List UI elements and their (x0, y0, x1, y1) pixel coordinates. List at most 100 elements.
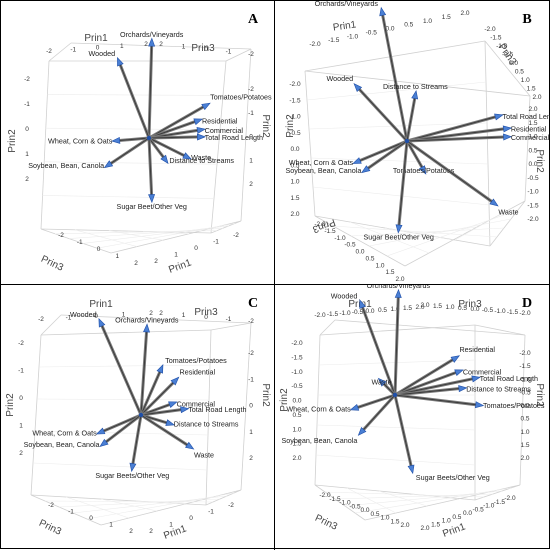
box-edge (30, 494, 102, 526)
floor-grid-line (96, 223, 236, 249)
box-edge (40, 228, 112, 254)
vector-core (100, 414, 142, 433)
vector-label: Soybean, Bean, Canola (24, 440, 100, 449)
box-edge (210, 60, 227, 234)
axis-title: Prin2 (534, 149, 545, 173)
vector-label: Distance to Streams (466, 384, 531, 393)
tick-label: 0 (204, 314, 208, 321)
tick-label: 1.0 (375, 262, 384, 269)
tick-label: 2.0 (415, 304, 424, 311)
box-edge (70, 42, 252, 50)
vector-arrowhead (359, 299, 366, 309)
tick-label: 1 (169, 522, 173, 529)
vector-arrowhead (352, 157, 362, 164)
vector-core (360, 303, 396, 396)
box-edge (40, 60, 50, 230)
loading-vector: Orchards/Vineyards (115, 316, 179, 417)
vector-core (356, 86, 408, 142)
loading-vector: Total Road Length (147, 133, 263, 142)
loading-vector: Tomatoes/Potatoes (393, 393, 545, 410)
tick-label: 0.5 (290, 162, 299, 169)
vector-label: Tomatoes/Potatoes (210, 92, 272, 101)
wall-grid-line (36, 398, 210, 401)
tick-label: -1 (248, 110, 254, 117)
floor-grid-line (332, 225, 498, 238)
tick-label: -1 (24, 101, 30, 108)
tick-label: -1.0 (527, 189, 539, 196)
tick-label: -2.0 (314, 312, 326, 319)
loading-vector: Soybean, Bean, Canola (24, 413, 143, 449)
tick-label: 1.0 (390, 306, 399, 313)
tick-label: -1.0 (289, 114, 301, 121)
tick-label: 1 (109, 522, 113, 529)
axis-title: Prin3 (37, 518, 63, 538)
vector-label: Distance to Streams (169, 156, 234, 165)
tick-label: 0 (25, 126, 29, 133)
tick-label: 0.0 (528, 161, 537, 168)
tick-label: 2.0 (290, 211, 299, 218)
vector-arrowhead (361, 165, 371, 174)
vector-arrowhead (185, 441, 195, 450)
vector-arrowhead (489, 198, 499, 207)
tick-label: 2 (129, 528, 133, 535)
tick-label: 0.5 (515, 69, 524, 76)
floor-grid-line (54, 230, 218, 235)
tick-label: 1.5 (433, 303, 442, 310)
tick-label: -1.5 (494, 499, 506, 506)
tick-label: 2 (249, 455, 253, 462)
panel-svg: A Prin1 Prin3 Prin2 Prin2 Prin3 Prin1 -2 -1 0 1 2 2 1… (7, 12, 272, 276)
tick-label: 0.5 (458, 305, 467, 312)
vector-label: Residential (202, 117, 238, 126)
box-edge (40, 329, 212, 336)
tick-label: 1 (115, 253, 119, 260)
box-edge (314, 215, 406, 267)
floor-grid-line (346, 487, 397, 514)
tick-label: 2.0 (292, 455, 301, 462)
tick-label: -2.0 (309, 41, 321, 48)
axis-title: Prin2 (260, 383, 271, 407)
tick-label: 1.0 (521, 77, 530, 84)
vector-arrowhead (450, 355, 461, 363)
vector-label: Orchards/Vineyards (120, 30, 184, 39)
tick-label: -2 (38, 316, 44, 323)
vector-core (406, 136, 508, 142)
vector-label: Waste (191, 153, 211, 162)
tick-label: -2 (18, 340, 24, 347)
tick-label: 2.0 (520, 455, 529, 462)
loading-vector: Wooded (88, 49, 151, 140)
tick-label: 1.0 (528, 134, 537, 141)
tick-label: 1 (25, 151, 29, 158)
tick-label: 0.5 (528, 147, 537, 154)
tick-label: 0.5 (365, 255, 374, 262)
tick-label: -1 (77, 239, 83, 246)
tick-label: -0.5 (473, 506, 485, 513)
tick-label: -0.5 (344, 242, 356, 249)
tick-label: -1.0 (494, 308, 506, 315)
loading-vector: Orchards/Vineyards (367, 285, 430, 397)
loading-vector: Sugar Beets/Other Veg (95, 413, 169, 480)
vector-label: Total Road Length (205, 133, 263, 142)
tick-label: -1.5 (507, 309, 519, 316)
tick-label: 0 (94, 313, 98, 320)
floor-grid-line (65, 496, 130, 519)
vector-label: Tomatoes/Potatoes (393, 166, 455, 175)
vector-arrowhead (494, 113, 504, 121)
tick-label: -1.0 (496, 43, 508, 50)
vector-arrowhead (156, 364, 164, 374)
axis-title: Prin3 (191, 43, 215, 54)
vector-arrowhead (148, 194, 156, 204)
tick-label: -2 (48, 502, 54, 509)
vector-label: Tomatoes/Potatoes (165, 356, 227, 365)
tick-label: -2.0 (289, 81, 301, 88)
tick-label: -1.0 (339, 310, 351, 317)
vector-arrowhead (129, 462, 137, 473)
floor-grid-line (368, 218, 512, 247)
vector-label: Wheat, Corn & Oats (286, 404, 351, 413)
vector-label: Commercial (511, 133, 550, 142)
box-edge (304, 70, 531, 97)
axis-title: Prin1 (84, 33, 108, 44)
vector-label: Orchards/Vineyards (315, 1, 379, 8)
tick-label: -0.5 (482, 307, 494, 314)
